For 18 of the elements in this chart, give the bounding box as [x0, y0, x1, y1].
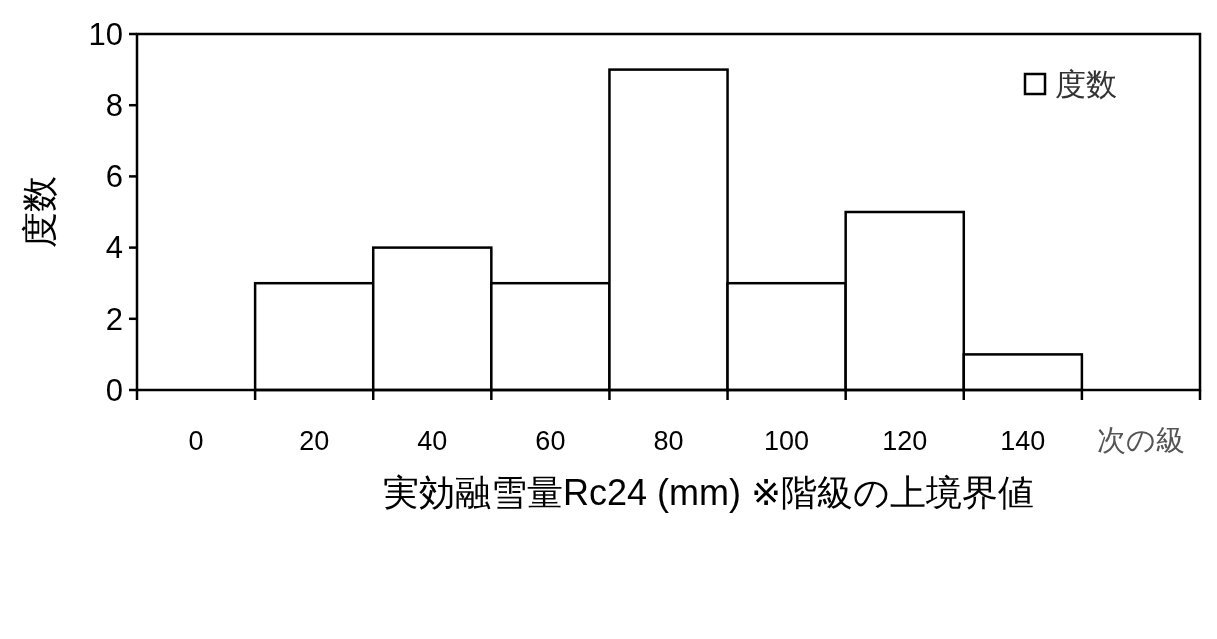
x-tick-label: 120	[882, 426, 928, 456]
y-axis-title: 度数	[19, 176, 60, 248]
x-axis-title: 実効融雪量Rc24 (mm) ※階級の上境界値	[382, 472, 1035, 513]
x-tick-label: 次の級	[1096, 424, 1185, 456]
legend-label: 度数	[1055, 66, 1117, 102]
x-tick-label: 60	[535, 426, 566, 456]
y-tick-label: 10	[88, 16, 123, 52]
x-tick-label: 0	[188, 426, 204, 456]
y-tick-label: 2	[105, 301, 123, 337]
x-tick-label: 80	[653, 426, 684, 456]
x-tick-label: 100	[764, 426, 810, 456]
y-tick-label: 0	[105, 372, 123, 408]
y-tick-label: 8	[105, 88, 123, 124]
y-tick-label: 4	[105, 230, 123, 266]
x-tick-label: 20	[299, 426, 330, 456]
x-tick-label: 140	[1000, 426, 1046, 456]
x-tick-label: 40	[417, 426, 448, 456]
y-tick-label: 6	[105, 159, 123, 195]
